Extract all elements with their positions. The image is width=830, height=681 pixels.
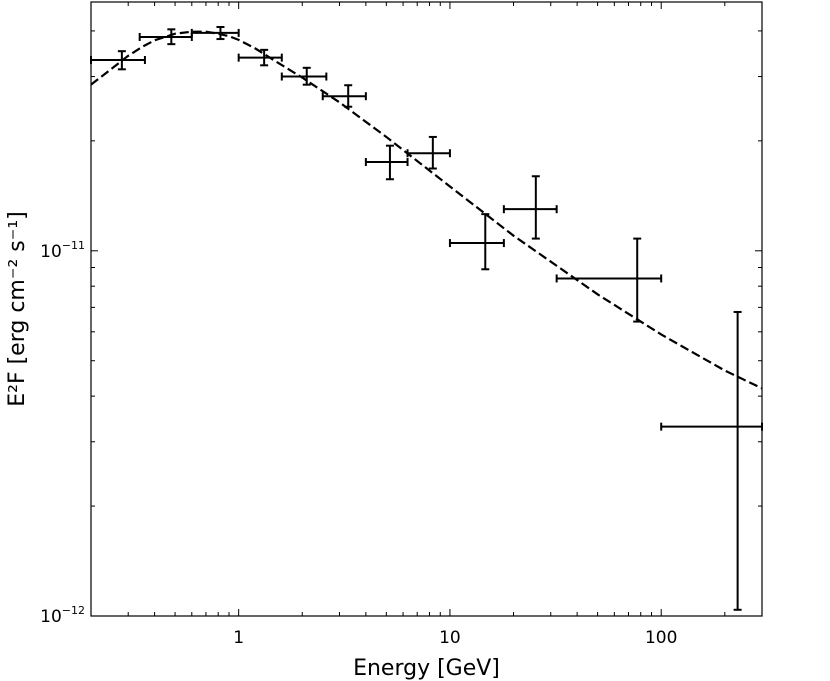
y-tick-label-exponent: −11: [62, 239, 85, 252]
y-tick-label: 10−11: [40, 239, 85, 262]
model-curve: [90, 30, 763, 390]
data-point: [502, 175, 558, 240]
data-point: [321, 84, 367, 108]
x-tick-label: 10: [439, 628, 461, 648]
plot-frame: [90, 1, 763, 617]
x-tick-label: 1: [233, 628, 244, 648]
data-point: [237, 48, 283, 67]
data-point: [190, 26, 240, 41]
data-point: [555, 237, 663, 323]
y-tick-label-base: 10: [40, 607, 62, 627]
y-tick-label-base: 10: [40, 242, 62, 262]
x-axis-title: Energy [GeV]: [353, 656, 500, 681]
x-tick-label: 100: [645, 628, 677, 648]
y-tick-label: 10−12: [40, 604, 85, 627]
data-point: [660, 310, 763, 611]
data-point: [448, 213, 505, 271]
data-points-layer: [90, 26, 763, 611]
data-point: [364, 144, 409, 181]
data-point: [406, 135, 451, 170]
y-axis-title: E²F [erg cm⁻² s⁻¹]: [5, 211, 30, 407]
data-point: [280, 66, 328, 86]
model-layer: [90, 30, 763, 390]
data-point: [138, 28, 193, 46]
y-tick-label-exponent: −12: [62, 604, 85, 617]
